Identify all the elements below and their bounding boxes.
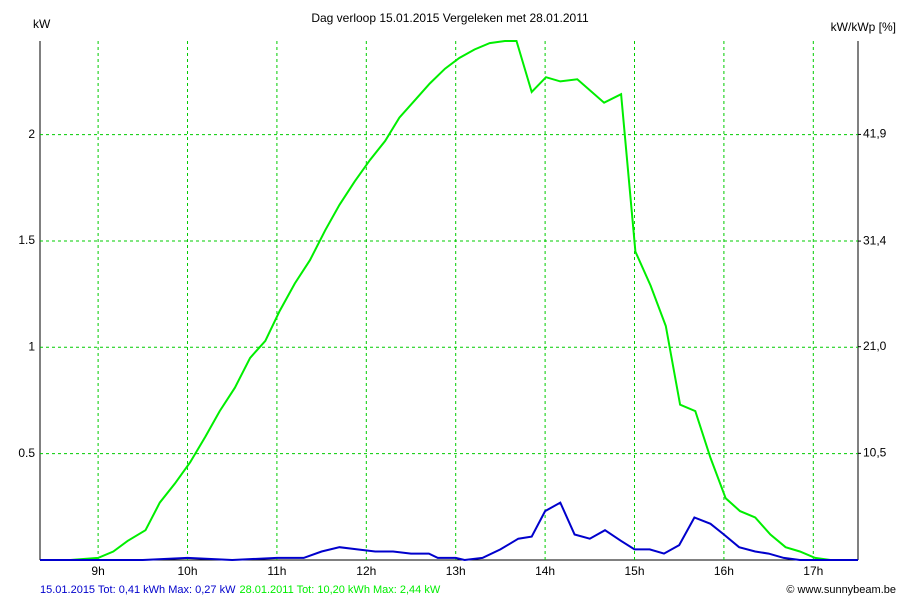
x-tick-label: 13h xyxy=(446,564,466,578)
data-line xyxy=(40,501,858,562)
y-tick-label: 1 xyxy=(28,339,35,353)
y-tick-label: 1.5 xyxy=(18,233,35,247)
x-tick-label: 15h xyxy=(624,564,644,578)
x-tick-label: 16h xyxy=(714,564,734,578)
y2-tick-label: 41,9 xyxy=(863,127,887,141)
legend-entry: 28.01.2011 Tot: 10,20 kWh Max: 2,44 kW xyxy=(239,584,440,596)
x-tick-label: 9h xyxy=(91,564,104,578)
legend-entry: 15.01.2015 Tot: 0,41 kWh Max: 0,27 kW xyxy=(40,584,236,596)
y-tick-label: 2 xyxy=(28,127,35,141)
x-tick-label: 11h xyxy=(267,564,286,578)
x-tick-label: 14h xyxy=(535,564,555,578)
y-tick-label: 0.5 xyxy=(18,446,35,460)
chart-title: Dag verloop 15.01.2015 Vergeleken met 28… xyxy=(311,11,589,25)
axes xyxy=(39,41,859,561)
credit: © www.sunnybeam.be xyxy=(786,584,896,596)
x-tick-label: 12h xyxy=(356,564,376,578)
y2-tick-label: 21,0 xyxy=(863,339,887,353)
y2-tick-label: 31,4 xyxy=(863,233,887,247)
x-tick-label: 10h xyxy=(177,564,197,578)
y-axis-label: kW xyxy=(33,17,51,31)
y2-axis-label: kW/kWp [%] xyxy=(831,20,896,34)
x-tick-label: 17h xyxy=(803,564,823,578)
data-line xyxy=(40,40,858,561)
y2-tick-label: 10,5 xyxy=(863,446,887,460)
